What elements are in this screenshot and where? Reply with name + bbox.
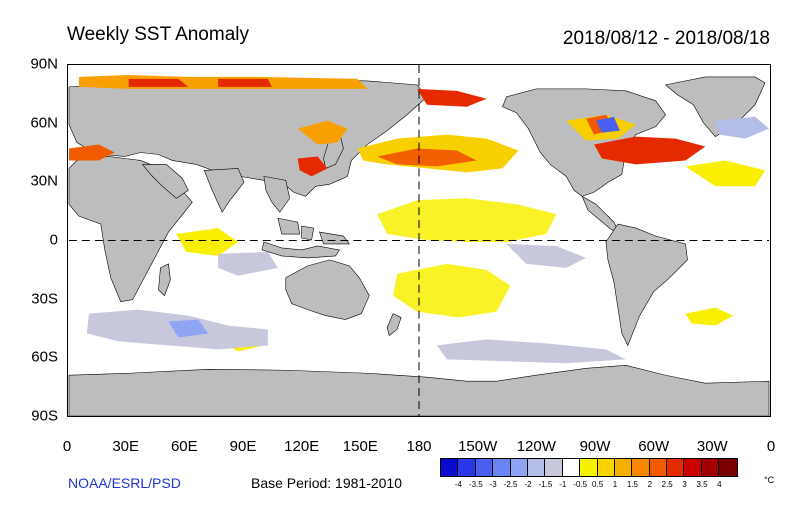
india-landmass — [203, 168, 245, 213]
colorbar-tick-label: 1.5 — [626, 480, 638, 489]
colorbar-tick-label: -2.5 — [503, 480, 518, 489]
lon-label-90w: 90W — [579, 438, 611, 455]
anomaly-japan-hot — [297, 156, 328, 177]
colorbar-tick-label: -1 — [559, 480, 567, 489]
lat-label-30n: 30N — [30, 172, 58, 190]
anomaly-north-atlantic-negative — [715, 116, 770, 139]
colorbar-swatch — [667, 459, 685, 476]
arabia-landmass — [141, 164, 189, 199]
colorbar-swatch — [684, 459, 702, 476]
lon-label-0-east-edge: 0 — [766, 438, 776, 455]
new-zealand-landmass — [386, 313, 402, 336]
colorbar-swatch — [649, 459, 668, 476]
colorbar-tick-label: 2.5 — [661, 480, 673, 489]
colorbar-swatch — [632, 459, 650, 476]
lon-label-150w: 150W — [458, 438, 498, 455]
colorbar-swatch — [701, 459, 720, 476]
colorbar-swatch — [527, 459, 546, 476]
anomaly-bering-hot — [417, 88, 487, 107]
colorbar-swatch — [562, 459, 581, 476]
colorbar: -4 -3.5 -3 -2.5 -2 -1.5 -1 -0.5 0.5 1 1.5 2 2.5 3 3.5 4 — [440, 458, 738, 491]
colorbar-swatches — [440, 458, 738, 477]
anomaly-south-indian-cold — [168, 319, 209, 338]
anomaly-barents-core — [128, 78, 272, 87]
indonesia-islands — [261, 217, 350, 259]
colorbar-swatch — [614, 459, 633, 476]
colorbar-swatch — [545, 459, 563, 476]
colorbar-swatch — [510, 459, 528, 476]
date-range: 2018/08/12 - 2018/08/18 — [562, 28, 770, 49]
colorbar-tick-label: -3.5 — [468, 480, 483, 489]
lon-label-120w: 120W — [516, 438, 556, 455]
colorbar-ticks: -4 -3.5 -3 -2.5 -2 -1.5 -1 -0.5 0.5 1 1.5 2 2.5 3 3.5 4 — [440, 477, 738, 491]
anomaly-indian-ocean-warm — [176, 228, 239, 256]
colorbar-swatch — [580, 459, 598, 476]
anomaly-east-pacific-negative — [506, 243, 587, 268]
colorbar-swatch — [597, 459, 615, 476]
lat-label-60n: 60N — [30, 114, 58, 132]
colorbar-unit: °C — [764, 475, 775, 485]
lat-label-60s: 60S — [31, 348, 58, 366]
sst-anomaly-map — [67, 64, 771, 417]
credit-text: NOAA/ESRL/PSD — [68, 475, 181, 491]
australia-landmass — [285, 259, 370, 320]
colorbar-tick-label: -4 — [454, 480, 462, 489]
colorbar-tick-label: -0.5 — [573, 480, 588, 489]
lon-label-30e: 30E — [112, 438, 140, 455]
colorbar-tick-label: -2 — [524, 480, 532, 489]
colorbar-swatch — [475, 459, 494, 476]
lon-label-60w: 60W — [638, 438, 670, 455]
colorbar-tick-label: 4 — [717, 480, 722, 489]
lat-label-0: 0 — [49, 231, 58, 249]
lon-label-180: 180 — [406, 438, 432, 455]
anomaly-east-atlantic-warm — [685, 160, 766, 187]
lon-label-150e: 150E — [342, 438, 378, 455]
anomaly-northwest-atlantic-hot — [594, 136, 706, 165]
colorbar-tick-label: -3 — [489, 480, 497, 489]
central-america-landmass — [581, 195, 619, 231]
map-title: Weekly SST Anomaly — [67, 24, 249, 45]
anomaly-mediterranean-hot — [68, 144, 115, 161]
colorbar-tick-label: -1.5 — [538, 480, 553, 489]
colorbar-swatch — [441, 459, 459, 476]
lon-label-60e: 60E — [170, 438, 198, 455]
indochina-landmass — [263, 175, 291, 213]
colorbar-tick-label: 0.5 — [592, 480, 604, 489]
lat-label-30s: 30S — [31, 290, 58, 308]
anomaly-north-pacific-hot — [377, 148, 477, 167]
anomaly-south-atlantic-warm — [685, 307, 734, 326]
lat-label-90s: 90S — [31, 407, 58, 425]
madagascar-landmass — [158, 263, 171, 297]
colorbar-swatch — [493, 459, 511, 476]
lat-label-90n: 90N — [30, 55, 58, 73]
anomaly-sea-of-okhotsk — [297, 120, 348, 145]
anomaly-south-pacific-positive — [393, 263, 511, 318]
lon-label-90e: 90E — [229, 438, 257, 455]
anomaly-south-pacific-negative — [436, 339, 626, 364]
south-america-landmass — [605, 223, 688, 347]
colorbar-swatch — [458, 459, 476, 476]
anomaly-labrador-cold — [595, 116, 620, 133]
lon-label-0: 0 — [62, 438, 72, 455]
anomaly-tropical-pacific-positive — [377, 198, 557, 242]
north-america-landmass — [502, 88, 666, 197]
colorbar-tick-label: 1 — [612, 480, 618, 489]
colorbar-tick-label: 2 — [647, 480, 653, 489]
base-period-text: Base Period: 1981-2010 — [251, 475, 402, 491]
colorbar-swatch — [719, 459, 737, 476]
colorbar-tick-label: 3.5 — [696, 480, 708, 489]
lon-label-120e: 120E — [284, 438, 320, 455]
anomaly-indian-ocean-negative — [218, 251, 278, 276]
lon-label-30w: 30W — [696, 438, 728, 455]
colorbar-tick-label: 3 — [682, 480, 687, 489]
